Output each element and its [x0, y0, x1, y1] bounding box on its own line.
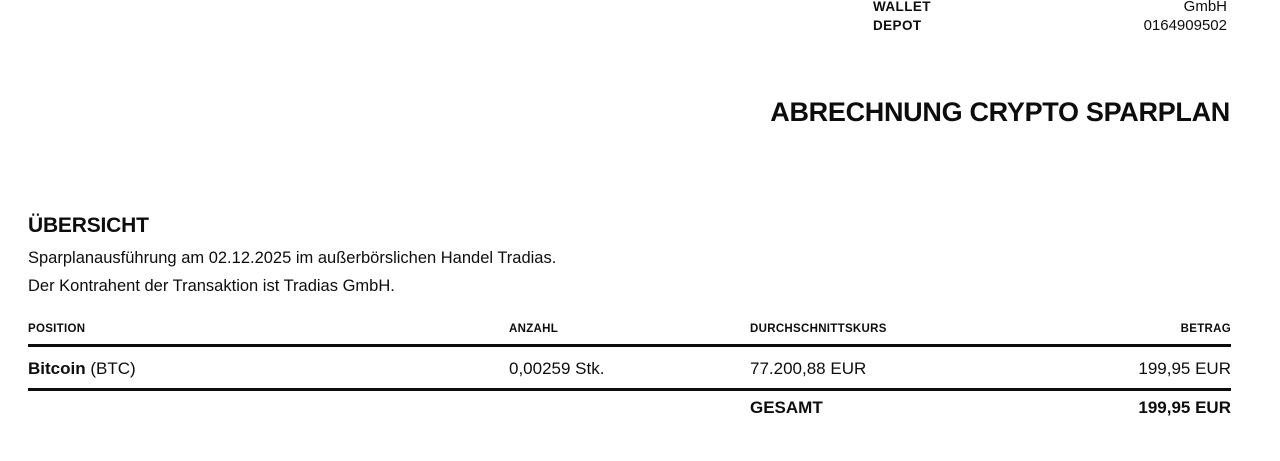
column-header-position: POSITION — [28, 323, 86, 335]
overview-line-2: Der Kontrahent der Transaktion ist Tradi… — [28, 277, 395, 295]
table-rule-top — [28, 344, 1231, 347]
depot-label: DEPOT — [873, 18, 922, 33]
column-header-betrag: BETRAG — [1180, 323, 1231, 335]
total-label: GESAMT — [750, 398, 823, 417]
overview-heading: ÜBERSICHT — [28, 214, 149, 237]
betrag-cell: 199,95 EUR — [1138, 359, 1231, 378]
wallet-value: GmbH — [1183, 0, 1227, 15]
wallet-label: WALLET — [873, 0, 931, 14]
table-row: Bitcoin (BTC) 0,00259 Stk. 77.200,88 EUR… — [28, 347, 1231, 388]
table-total-row: GESAMT 199,95 EUR — [28, 391, 1231, 417]
settlement-table: POSITION ANZAHL DURCHSCHNITTSKURS BETRAG… — [28, 316, 1231, 417]
total-betrag: 199,95 EUR — [1138, 398, 1231, 417]
depot-value: 0164909502 — [1143, 17, 1227, 34]
anzahl-cell: 0,00259 Stk. — [509, 359, 605, 378]
overview-line-1: Sparplanausführung am 02.12.2025 im auße… — [28, 249, 557, 267]
position-name: Bitcoin — [28, 359, 86, 378]
position-cell: Bitcoin (BTC) — [28, 359, 509, 378]
overview-section: ÜBERSICHT Sparplanausführung am 02.12.20… — [28, 212, 1230, 300]
depot-row: DEPOT 0164909502 — [873, 18, 1227, 37]
document-title: ABRECHNUNG CRYPTO SPARPLAN — [770, 97, 1230, 127]
position-ticker: (BTC) — [85, 359, 136, 378]
kurs-cell: 77.200,88 EUR — [750, 359, 867, 378]
table-header-row: POSITION ANZAHL DURCHSCHNITTSKURS BETRAG — [28, 316, 1231, 344]
table-rule-bottom — [28, 388, 1231, 391]
overview-text: Sparplanausführung am 02.12.2025 im auße… — [28, 244, 1230, 300]
account-header: WALLET GmbH DEPOT 0164909502 — [873, 0, 1227, 37]
column-header-anzahl: ANZAHL — [509, 323, 559, 335]
wallet-row: WALLET GmbH — [873, 0, 1227, 18]
column-header-durchschnittskurs: DURCHSCHNITTSKURS — [750, 323, 887, 335]
